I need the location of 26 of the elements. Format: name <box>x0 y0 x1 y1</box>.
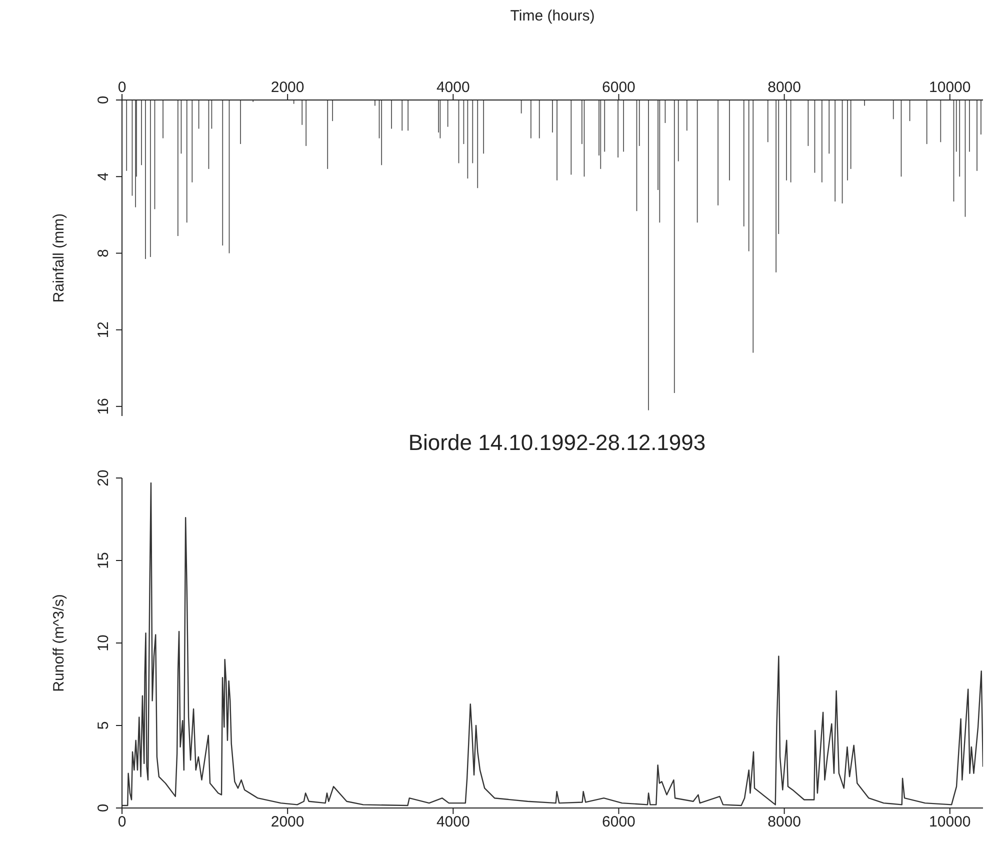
y-tick-label: 16 <box>95 398 112 415</box>
y-tick-label: 8 <box>95 249 112 258</box>
x-tick-label: 4000 <box>436 79 470 96</box>
y-tick-label: 12 <box>95 321 112 338</box>
x-tick-label: 8000 <box>768 79 801 96</box>
y-tick-label: 15 <box>95 552 112 569</box>
x-tick-label: 10000 <box>929 79 971 96</box>
y-tick-label: 10 <box>95 634 112 652</box>
y-axis-title: Runoff (m^3/s) <box>50 594 68 692</box>
x-axis-title: Time (hours) <box>510 8 595 25</box>
y-tick-label: 0 <box>95 96 112 104</box>
x-tick-label: 6000 <box>602 79 636 96</box>
x-tick-label: 10000 <box>929 814 971 831</box>
y-tick-label: 5 <box>95 721 112 730</box>
x-tick-label: 0 <box>118 814 126 831</box>
y-tick-label: 4 <box>95 172 112 181</box>
y-axis-title: Rainfall (mm) <box>50 213 68 303</box>
y-tick-label: 20 <box>95 470 112 486</box>
x-tick-label: 6000 <box>602 814 636 831</box>
y-tick-label: 0 <box>95 804 112 812</box>
x-tick-label: 8000 <box>768 814 801 831</box>
x-tick-label: 2000 <box>270 79 304 96</box>
x-tick-label: 0 <box>118 79 126 96</box>
chart-title: Biorde 14.10.1992-28.12.1993 <box>407 430 707 456</box>
x-tick-label: 2000 <box>270 814 304 831</box>
x-tick-label: 4000 <box>436 814 470 831</box>
